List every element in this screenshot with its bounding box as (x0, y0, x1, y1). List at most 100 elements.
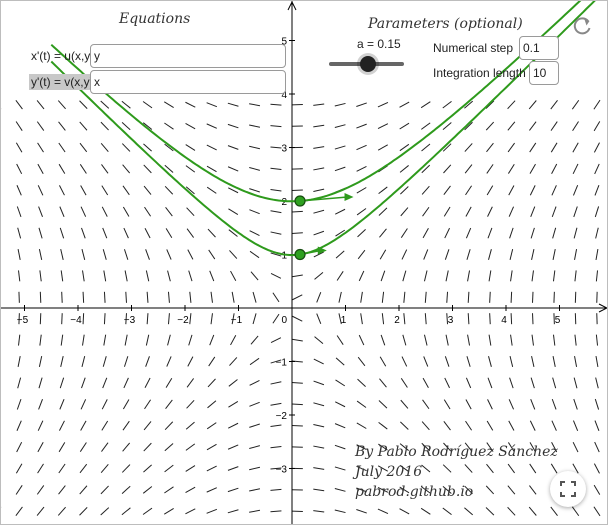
field-segment (124, 270, 128, 282)
field-segment (465, 227, 472, 239)
field-segment (551, 398, 557, 410)
field-segment (509, 356, 514, 367)
field-segment (399, 443, 409, 451)
field-segment (81, 377, 86, 389)
field-segment (79, 121, 88, 131)
field-segment (571, 506, 580, 517)
field-segment (421, 486, 431, 494)
field-segment (101, 206, 108, 217)
field-segment (465, 206, 472, 217)
refresh-icon[interactable] (571, 15, 593, 37)
field-segment (313, 251, 324, 258)
field-segment (464, 143, 473, 152)
field-segment (313, 358, 324, 365)
x-equation-input[interactable]: y (90, 44, 286, 68)
initial-points[interactable] (294, 195, 306, 261)
field-segment (167, 334, 171, 346)
field-segment (252, 291, 257, 303)
field-segment (571, 99, 580, 110)
field-segment (37, 163, 44, 174)
field-segment (144, 227, 151, 239)
field-segment (507, 442, 515, 453)
field-segment (79, 142, 88, 153)
trajectories (50, 1, 596, 257)
field-segment (357, 356, 366, 367)
field-segment (399, 508, 410, 515)
field-segment (249, 250, 260, 259)
field-segment (356, 102, 367, 107)
field-segment (79, 100, 88, 109)
field-segment (142, 486, 153, 494)
field-segment (57, 100, 66, 110)
field-segment (313, 209, 325, 214)
field-segment (229, 357, 238, 366)
field-segment (291, 232, 303, 234)
field-segment (79, 507, 88, 516)
field-segment (164, 122, 174, 130)
field-segment (531, 356, 535, 367)
field-segment (58, 420, 65, 431)
field-segment (60, 356, 64, 367)
field-segment (529, 463, 537, 474)
field-segment (185, 486, 196, 494)
field-segment (381, 313, 385, 325)
field-segment (249, 445, 260, 450)
field-segment (313, 423, 325, 428)
integration-length-input[interactable]: 10 (529, 61, 559, 85)
field-segment (36, 506, 45, 516)
field-segment (186, 399, 195, 409)
field-segment (103, 270, 107, 282)
y-tick-label: 2 (281, 197, 287, 208)
field-segment (17, 227, 22, 239)
field-segment (379, 249, 387, 260)
field-segment (227, 487, 239, 493)
field-segment (227, 466, 239, 471)
field-segment (442, 507, 452, 516)
field-segment (82, 313, 85, 325)
field-segment (185, 443, 196, 451)
field-segment (15, 485, 23, 495)
field-segment (442, 122, 452, 131)
field-segment (164, 443, 174, 452)
field-segment (335, 229, 346, 237)
numerical-step-input[interactable]: 0.1 (519, 36, 559, 60)
field-segment (186, 207, 195, 217)
slider-handle[interactable] (360, 56, 376, 72)
field-segment (507, 121, 516, 131)
trajectory-curve (50, 1, 596, 257)
y-tick-label: 5 (281, 37, 287, 48)
field-segment (402, 334, 407, 346)
field-segment (291, 274, 303, 278)
field-segment (510, 291, 513, 303)
field-segment (552, 227, 557, 239)
field-segment (444, 377, 450, 389)
field-segment (488, 334, 492, 346)
field-segment (206, 102, 218, 108)
x-tick-label: −3 (124, 315, 136, 326)
field-segment (291, 382, 303, 384)
field-segment (485, 100, 495, 109)
field-segment (487, 206, 493, 217)
field-segment (464, 121, 473, 131)
field-segment (37, 142, 44, 153)
field-segment (145, 356, 150, 367)
field-segment (228, 187, 239, 194)
y-equation-input[interactable]: x (90, 70, 286, 94)
x-axis-arrow (598, 303, 607, 313)
field-segment (338, 291, 342, 303)
field-segment (402, 270, 407, 282)
field-segment (227, 123, 239, 129)
field-segment (227, 145, 239, 150)
field-segment (314, 271, 324, 280)
y-tick-label: −3 (276, 465, 288, 476)
field-segment (509, 249, 514, 260)
field-segment (38, 249, 43, 260)
field-segment (356, 208, 367, 216)
field-segment (100, 100, 110, 109)
fullscreen-button[interactable] (550, 471, 586, 507)
field-segment (573, 227, 578, 239)
field-segment (230, 270, 237, 281)
field-segment (401, 356, 408, 367)
field-segment (270, 210, 282, 214)
